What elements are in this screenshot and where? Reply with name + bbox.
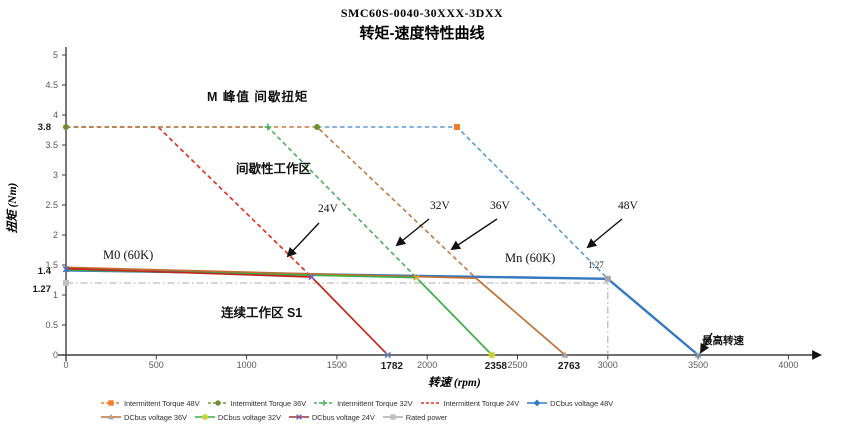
legend-item: DCbus voltage 32V: [194, 412, 281, 422]
annotation-32v: 32V: [430, 200, 450, 212]
legend-item: Intermittent Torque 24V: [420, 398, 520, 408]
legend-swatch-plus-icon: [314, 400, 335, 406]
series-rated-power: [66, 282, 609, 355]
legend-swatch-diamond-icon: [527, 399, 548, 407]
annotation-m0: M0 (60K): [103, 248, 154, 262]
y-tick-label: 3: [53, 170, 58, 180]
y-tick-label: 4: [53, 110, 58, 120]
series-intermittent-torque-24v: [66, 126, 313, 278]
legend-swatch-none-icon: [420, 402, 441, 404]
legend-item: DCbus voltage 36V: [100, 412, 187, 422]
point-marker-circle: [63, 124, 69, 130]
chart-title: SMC60S-0040-30XXX-3DXX: [340, 6, 504, 20]
annotation-continuous-zone: 连续工作区 S1: [221, 306, 303, 320]
y-tick-label: 4.5: [45, 80, 58, 90]
point-marker-circle: [314, 124, 321, 130]
y-tick-label: 3.5: [45, 140, 58, 150]
y-value-label: 3.8: [38, 122, 51, 133]
annotation-arrow: [395, 218, 430, 247]
x-tick-label: 500: [149, 360, 164, 370]
series-intermittent-torque-48v: [317, 126, 609, 280]
x-tick-label: 1000: [237, 360, 257, 370]
legend-label: DCbus voltage 24V: [311, 412, 375, 422]
annotation-mn: Mn (60K): [505, 251, 556, 265]
y-tick-label: 5: [53, 50, 58, 60]
y-axis-title: 扭矩 (Nm): [7, 182, 19, 234]
annotation-arrow: [286, 222, 320, 258]
x-tick-label: 3500: [688, 360, 708, 370]
annotation-intermittent-zone: 间歇性工作区: [236, 162, 312, 176]
y-tick-label: 1: [53, 290, 58, 300]
point-marker-square: [453, 124, 460, 130]
legend-row: Intermittent Torque 48V Intermittent Torq…: [100, 398, 820, 408]
annotation-max-speed: 最高转速: [702, 335, 744, 347]
legend-item: DCbus voltage 48V: [526, 398, 613, 408]
x-tick-label: 2500: [507, 360, 527, 370]
point-marker-square: [604, 275, 611, 282]
annotation-arrow: [700, 332, 713, 354]
annotation-24v: 24V: [318, 203, 338, 215]
legend-label: DCbus voltage 32V: [217, 412, 281, 422]
point-marker-triangle: [561, 351, 569, 358]
legend-item: Intermittent Torque 32V: [313, 398, 413, 408]
legend-item: Intermittent Torque 48V: [100, 398, 200, 408]
x-tick-label: 0: [63, 360, 68, 370]
annotation-arrow: [450, 218, 498, 251]
legend: Intermittent Torque 48V Intermittent Torq…: [100, 398, 820, 422]
x-axis-title: 转速 (rpm): [428, 377, 481, 389]
x-tick-label: 4000: [778, 360, 798, 370]
legend-label: Rated power: [405, 412, 448, 422]
y-value-label: 1.4: [38, 266, 52, 277]
x-tick-label: 3000: [598, 360, 618, 370]
y-tick-label: 0: [53, 350, 58, 360]
x-value-label: 2358: [485, 361, 508, 372]
x-value-label: 2763: [558, 361, 581, 372]
legend-label: Intermittent Torque 24V: [443, 398, 520, 408]
annotation-peak-torque: M 峰值 间歇扭矩: [207, 90, 309, 104]
x-tick-label: 2000: [417, 360, 437, 370]
y-tick-label: 1.5: [45, 260, 58, 270]
legend-swatch-star-icon: [194, 414, 215, 420]
y-value-label: 1.27: [33, 284, 52, 295]
legend-item: Intermittent Torque 36V: [207, 398, 307, 408]
legend-swatch-circle-icon: [207, 400, 228, 406]
x-value-label: 1782: [381, 361, 404, 372]
series-dcbus-voltage-36v: [65, 266, 566, 356]
point-marker-square: [63, 280, 69, 286]
annotation-arrow: [586, 218, 623, 249]
legend-row: DCbus voltage 36V DCbus voltage 32V DCbus …: [100, 412, 820, 422]
legend-item: DCbus voltage 24V: [288, 412, 375, 422]
legend-label: Intermittent Torque 48V: [124, 398, 200, 408]
annotation-rated-torque: 1.27: [588, 260, 604, 270]
annotation-48v: 48V: [618, 200, 638, 212]
y-tick-label: 0.5: [45, 320, 58, 330]
legend-label: Intermittent Torque 32V: [337, 398, 413, 408]
legend-swatch-x-icon: [288, 414, 309, 420]
legend-swatch-square-icon: [101, 400, 121, 406]
legend-swatch-triangle-icon: [101, 413, 121, 420]
legend-swatch-square-icon: [382, 414, 403, 420]
legend-label: DCbus voltage 48V: [550, 398, 614, 408]
annotation-36v: 36V: [490, 200, 510, 212]
y-tick-label: 2.5: [45, 200, 58, 210]
legend-item: Rated power: [382, 412, 447, 422]
y-tick-label: 2: [53, 230, 58, 240]
x-tick-label: 1500: [327, 360, 347, 370]
chart-subtitle: 转矩-速度特性曲线: [359, 25, 485, 42]
legend-label: Intermittent Torque 36V: [230, 398, 307, 408]
legend-label: DCbus voltage 36V: [124, 412, 187, 422]
